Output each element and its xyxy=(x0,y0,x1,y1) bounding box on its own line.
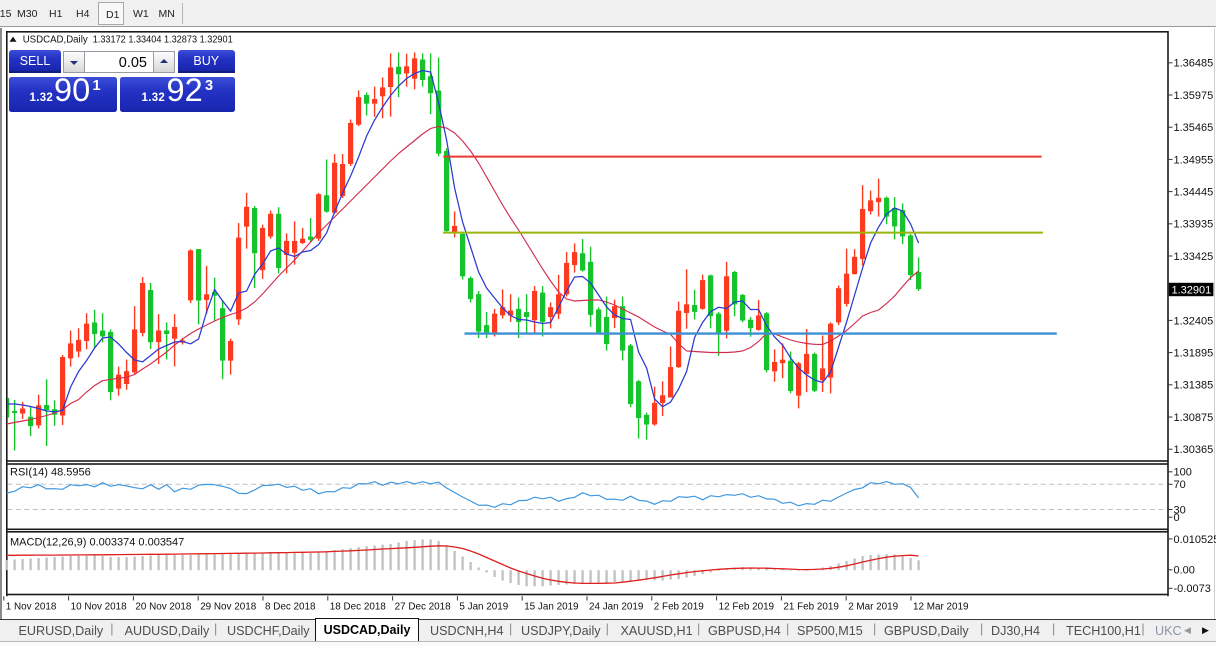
svg-text:29 Nov 2018: 29 Nov 2018 xyxy=(200,601,257,612)
svg-text:1.34955: 1.34955 xyxy=(1174,154,1214,166)
svg-text:2 Feb 2019: 2 Feb 2019 xyxy=(654,601,704,612)
svg-text:1.31895: 1.31895 xyxy=(1174,348,1214,360)
svg-text:0.00: 0.00 xyxy=(1174,565,1195,577)
svg-text:15 Jan 2019: 15 Jan 2019 xyxy=(524,601,579,612)
svg-text:8 Dec 2018: 8 Dec 2018 xyxy=(265,601,316,612)
svg-text:10 Nov 2018: 10 Nov 2018 xyxy=(71,601,128,612)
svg-text:100: 100 xyxy=(1174,467,1192,479)
svg-text:12 Feb 2019: 12 Feb 2019 xyxy=(719,601,775,612)
svg-text:0.010525: 0.010525 xyxy=(1174,534,1216,546)
svg-text:1.33935: 1.33935 xyxy=(1174,219,1214,231)
svg-text:1.31385: 1.31385 xyxy=(1174,380,1214,392)
svg-text:USDCAD,Daily: USDCAD,Daily xyxy=(23,35,89,46)
svg-text:1.35975: 1.35975 xyxy=(1174,90,1214,102)
svg-text:1.33425: 1.33425 xyxy=(1174,251,1214,263)
svg-text:RSI(14) 48.5956: RSI(14) 48.5956 xyxy=(10,467,91,479)
svg-text:1.30875: 1.30875 xyxy=(1174,412,1214,424)
svg-text:-0.0073: -0.0073 xyxy=(1174,583,1211,595)
svg-text:1.36485: 1.36485 xyxy=(1174,58,1214,70)
svg-text:MACD(12,26,9) 0.003374 0.00354: MACD(12,26,9) 0.003374 0.003547 xyxy=(10,537,184,549)
svg-text:24 Jan 2019: 24 Jan 2019 xyxy=(589,601,644,612)
svg-text:30: 30 xyxy=(1174,504,1186,516)
svg-text:20 Nov 2018: 20 Nov 2018 xyxy=(135,601,192,612)
svg-text:18 Dec 2018: 18 Dec 2018 xyxy=(330,601,387,612)
svg-text:1.33172 1.33404 1.32873 1.3290: 1.33172 1.33404 1.32873 1.32901 xyxy=(93,35,233,46)
svg-text:5 Jan 2019: 5 Jan 2019 xyxy=(459,601,508,612)
svg-text:1.32405: 1.32405 xyxy=(1174,315,1214,327)
svg-text:1.32901: 1.32901 xyxy=(1172,284,1212,296)
svg-text:21 Feb 2019: 21 Feb 2019 xyxy=(783,601,839,612)
svg-text:0: 0 xyxy=(1174,512,1180,524)
svg-text:1 Nov 2018: 1 Nov 2018 xyxy=(6,601,57,612)
svg-text:70: 70 xyxy=(1174,479,1186,491)
svg-text:27 Dec 2018: 27 Dec 2018 xyxy=(395,601,452,612)
svg-text:1.34445: 1.34445 xyxy=(1174,187,1214,199)
svg-text:1.30365: 1.30365 xyxy=(1174,444,1214,456)
svg-text:2 Mar 2019: 2 Mar 2019 xyxy=(848,601,898,612)
svg-text:12 Mar 2019: 12 Mar 2019 xyxy=(913,601,969,612)
svg-text:1.35465: 1.35465 xyxy=(1174,122,1214,134)
